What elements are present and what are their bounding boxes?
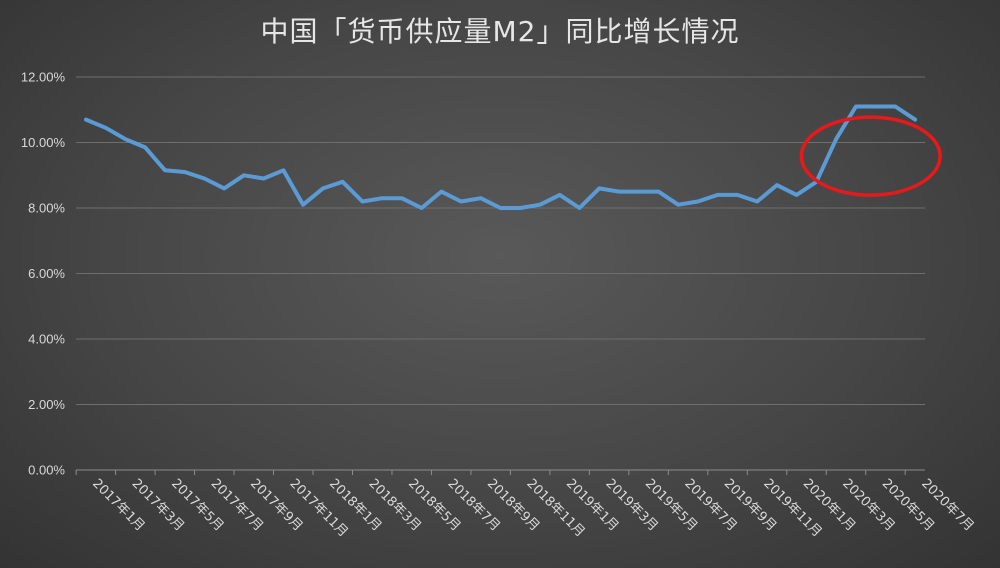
- data-point: [834, 137, 838, 141]
- data-point: [281, 168, 285, 172]
- data-point: [479, 196, 483, 200]
- data-point: [874, 104, 878, 108]
- data-point: [143, 145, 147, 149]
- data-point: [499, 206, 503, 210]
- x-axis-ticks: 2017年1月2017年3月2017年5月2017年7月2017年9月2017年…: [89, 476, 976, 540]
- y-tick-label: 6.00%: [28, 266, 65, 281]
- data-point: [163, 168, 167, 172]
- series-line: [84, 104, 918, 210]
- data-point: [716, 193, 720, 197]
- data-point: [321, 186, 325, 190]
- data-point: [617, 190, 621, 194]
- data-point: [360, 199, 364, 203]
- data-point: [400, 196, 404, 200]
- y-tick-label: 0.00%: [28, 463, 65, 478]
- data-point: [735, 193, 739, 197]
- data-point: [222, 186, 226, 190]
- data-point: [301, 203, 305, 207]
- data-point: [755, 199, 759, 203]
- data-point: [656, 190, 660, 194]
- data-point: [380, 196, 384, 200]
- y-axis-ticks: 0.00% 2.00% 4.00% 6.00% 8.00% 10.00% 12.00%: [21, 70, 66, 478]
- data-point: [676, 203, 680, 207]
- y-tick-label: 4.00%: [28, 332, 65, 347]
- data-point: [558, 193, 562, 197]
- y-tick-label: 12.00%: [21, 70, 66, 85]
- data-point: [775, 183, 779, 187]
- data-point: [242, 173, 246, 177]
- data-point: [123, 137, 127, 141]
- series-layer: [84, 104, 918, 210]
- data-point: [795, 193, 799, 197]
- gridlines: [75, 76, 925, 475]
- data-point: [518, 206, 522, 210]
- data-point: [578, 206, 581, 210]
- data-point: [538, 203, 542, 207]
- data-point: [183, 170, 187, 174]
- data-point: [341, 180, 345, 184]
- data-point: [459, 199, 463, 203]
- data-point: [420, 206, 424, 210]
- data-point: [439, 190, 443, 194]
- data-point: [104, 126, 108, 130]
- data-point: [84, 118, 88, 122]
- data-point: [597, 186, 601, 190]
- data-point: [202, 177, 206, 181]
- annotation-layer: [799, 115, 942, 197]
- data-point: [854, 104, 858, 108]
- highlight-ellipse: [799, 115, 942, 197]
- data-point: [262, 177, 266, 181]
- chart-title: 中国「货币供应量M2」同比增长情况: [260, 15, 740, 48]
- y-tick-label: 8.00%: [28, 201, 65, 216]
- y-tick-label: 10.00%: [21, 135, 66, 150]
- y-tick-label: 2.00%: [28, 397, 65, 412]
- data-point: [893, 104, 897, 108]
- data-point: [696, 199, 700, 203]
- data-point: [913, 118, 917, 122]
- data-point: [637, 190, 641, 194]
